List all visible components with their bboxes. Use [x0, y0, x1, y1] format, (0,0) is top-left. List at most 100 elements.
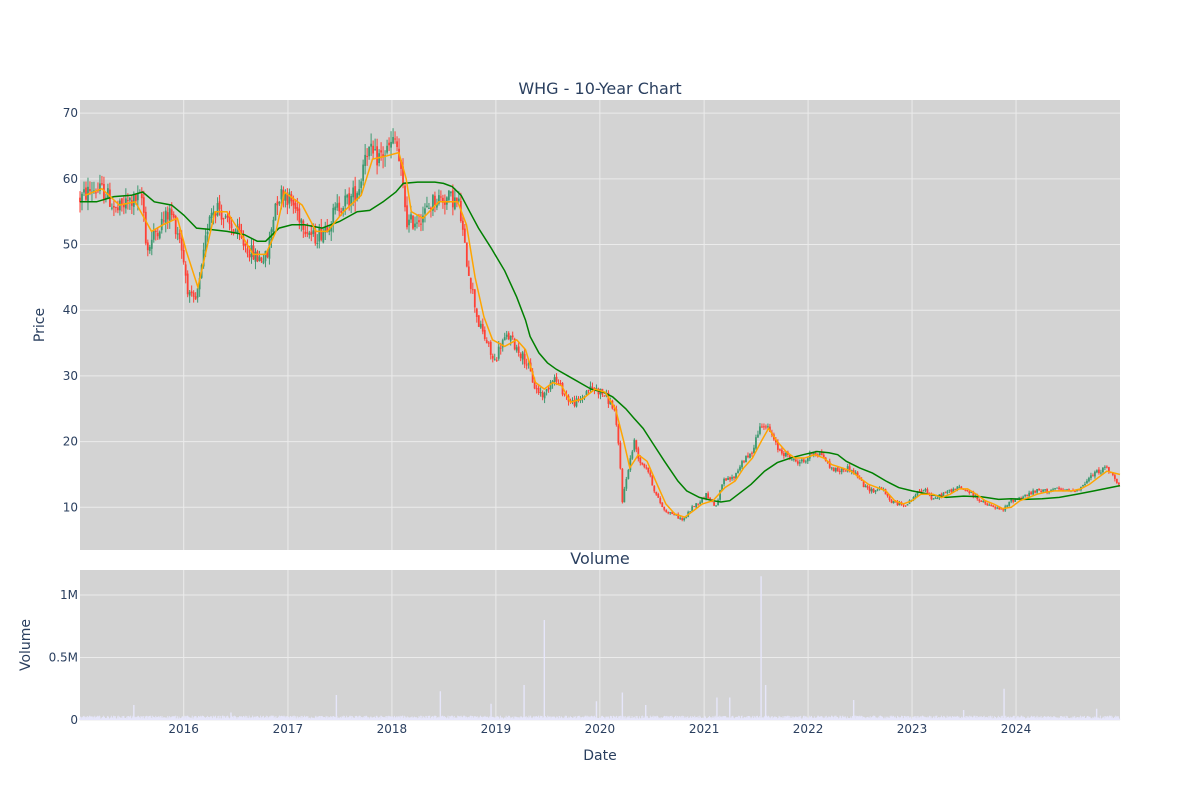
candle-body — [308, 232, 311, 235]
candle-body — [356, 193, 359, 200]
candle-body — [276, 201, 279, 206]
candle-body — [457, 198, 460, 202]
candle-body — [767, 426, 769, 428]
candle-body — [300, 219, 303, 224]
candle-body — [186, 273, 189, 295]
candle-body — [922, 490, 925, 492]
candle-body — [112, 205, 115, 208]
candle-body — [1086, 480, 1088, 484]
candle-body — [326, 227, 329, 233]
candle-body — [360, 181, 363, 188]
candle-body — [501, 340, 504, 348]
candle-body — [148, 246, 151, 251]
candle-body — [932, 498, 935, 500]
candle-body — [950, 489, 953, 493]
volume-chart-title: Volume — [570, 549, 630, 568]
candle-body — [563, 393, 566, 395]
candle-body — [603, 395, 606, 397]
candle-body — [469, 278, 472, 289]
x-tick-label: 2023 — [897, 722, 928, 736]
candle-body — [1115, 478, 1118, 483]
candle-body — [206, 231, 209, 235]
candle-body — [665, 510, 668, 512]
candle-body — [643, 463, 646, 467]
candle-body — [992, 505, 995, 507]
candle-body — [105, 197, 107, 199]
candle-body — [842, 468, 845, 471]
candle-body — [635, 440, 638, 450]
candle-body — [539, 392, 542, 394]
candle-body — [914, 495, 917, 498]
candle-body — [1006, 505, 1009, 507]
candle-body — [525, 364, 528, 366]
candle-body — [920, 490, 923, 492]
candle-body — [545, 389, 548, 392]
candle-body — [107, 188, 109, 199]
candle-body — [631, 451, 634, 459]
candle-body — [870, 488, 873, 492]
candle-body — [886, 493, 889, 497]
candle-body — [735, 473, 737, 479]
candle-body — [438, 195, 440, 204]
candle-body — [79, 197, 81, 203]
candle-body — [126, 200, 129, 202]
candle-body — [763, 426, 765, 428]
volume-bars — [79, 576, 1121, 720]
candle-body — [729, 477, 731, 480]
candle-body — [479, 323, 482, 328]
candle-body — [366, 155, 369, 157]
candle-body — [587, 389, 590, 391]
candle-body — [122, 204, 125, 208]
candle-body — [513, 338, 516, 350]
candle-body — [192, 292, 195, 297]
candle-body — [661, 502, 664, 508]
candle-body — [639, 457, 642, 464]
candle-body — [884, 489, 887, 495]
candle-body — [1113, 475, 1116, 479]
candle-body — [406, 205, 408, 228]
candle-body — [420, 223, 422, 225]
candle-body — [790, 459, 793, 461]
candle-body — [204, 235, 207, 251]
candle-body — [1010, 499, 1013, 502]
candle-body — [128, 197, 131, 201]
candle-body — [234, 231, 237, 233]
candle-body — [224, 216, 227, 218]
candle-body — [874, 490, 877, 492]
candle-body — [146, 242, 149, 251]
candle-body — [418, 220, 420, 223]
candle-body — [156, 232, 159, 237]
candle-body — [749, 453, 751, 458]
candle-body — [515, 347, 518, 351]
candle-body — [852, 470, 855, 474]
candle-body — [1000, 508, 1003, 510]
candle-body — [1054, 488, 1056, 490]
candle-body — [798, 462, 801, 464]
candle-body — [912, 497, 915, 501]
candle-body — [304, 231, 307, 235]
candle-body — [465, 242, 468, 267]
ma-short-line — [84, 151, 1121, 519]
candle-body — [585, 391, 588, 395]
candle-body — [830, 467, 833, 469]
price-y-axis-label: Price — [32, 308, 48, 342]
candle-body — [916, 491, 919, 496]
candle-body — [432, 195, 434, 211]
candle-body — [316, 243, 319, 245]
candle-body — [475, 308, 478, 317]
candle-body — [996, 507, 999, 509]
candle-body — [178, 233, 181, 240]
candle-body — [320, 227, 323, 240]
candle-body — [571, 400, 574, 402]
candle-body — [350, 196, 353, 205]
candle-body — [362, 164, 365, 181]
candle-body — [142, 197, 145, 213]
x-tick-label: 2021 — [689, 722, 720, 736]
candle-body — [268, 239, 271, 259]
candle-body — [792, 458, 795, 460]
candle-body — [120, 198, 123, 206]
candle-body — [641, 462, 644, 465]
candle-body — [256, 251, 259, 262]
candle-body — [743, 461, 745, 463]
